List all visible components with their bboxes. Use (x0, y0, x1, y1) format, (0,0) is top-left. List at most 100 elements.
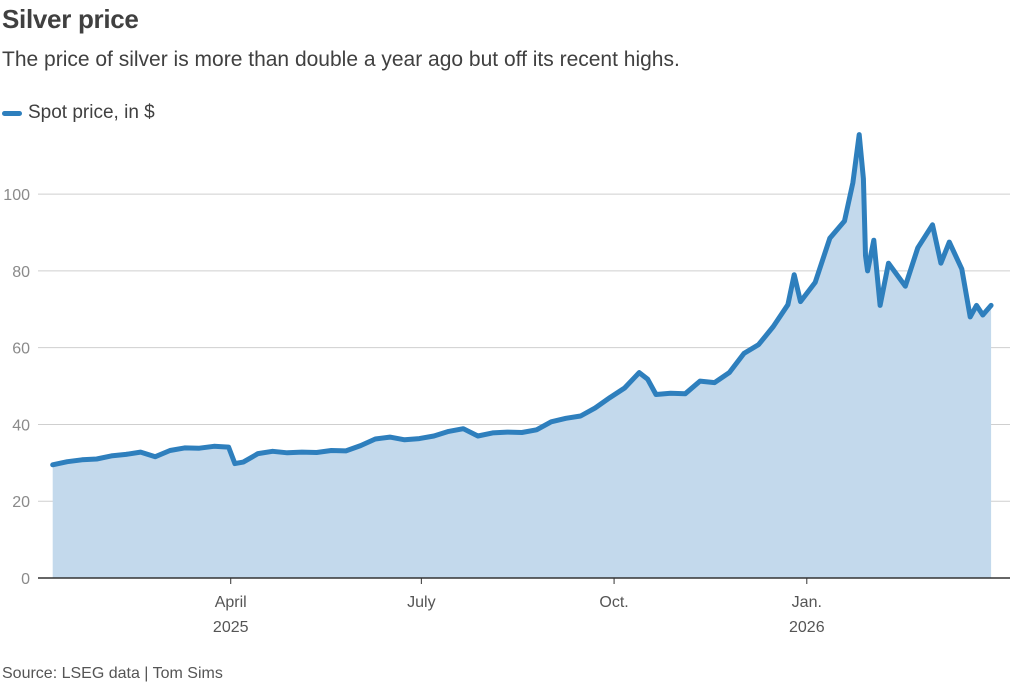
data-point (683, 391, 688, 396)
data-point (968, 314, 973, 319)
data-point (850, 180, 855, 185)
data-point (915, 245, 920, 250)
x-tick-label: April (215, 594, 247, 611)
data-point (727, 370, 732, 375)
data-point (742, 351, 746, 356)
silver-price-chart: 0 20 40 60 80 100 April 2025 July Oct. Jan. 2026 (3, 132, 1010, 636)
data-point (827, 236, 832, 241)
chart-title: Silver price (2, 4, 139, 34)
y-axis-ticks: 0 20 40 60 80 100 (3, 187, 30, 588)
data-point (980, 313, 985, 317)
data-point (947, 240, 952, 245)
data-point (886, 261, 891, 266)
source-note: Source: LSEG data | Tom Sims (2, 665, 223, 682)
data-point (974, 303, 979, 308)
x-tick-year-label: 2025 (213, 619, 249, 636)
data-point (124, 452, 128, 457)
y-tick-label: 60 (12, 341, 30, 358)
data-point (212, 444, 216, 449)
data-point (232, 461, 237, 466)
data-point (698, 379, 702, 384)
data-point (168, 448, 172, 453)
data-point (505, 430, 510, 435)
data-point (798, 299, 803, 304)
data-point (549, 419, 554, 424)
data-point (197, 446, 202, 451)
legend: Spot price, in $ (2, 102, 155, 124)
data-point (593, 405, 598, 410)
x-tick-label: Jan. (792, 594, 822, 611)
data-point (534, 427, 539, 432)
data-point (622, 386, 627, 390)
data-point (50, 462, 55, 467)
data-point (654, 392, 658, 397)
data-point (402, 437, 407, 442)
y-tick-label: 80 (12, 264, 30, 281)
data-point (863, 253, 868, 258)
data-point (241, 460, 246, 465)
data-point (109, 453, 114, 458)
data-point (461, 426, 466, 431)
y-tick-label: 20 (12, 494, 30, 511)
data-point (446, 429, 451, 434)
data-point (314, 450, 319, 455)
x-tick-label: July (407, 594, 435, 611)
data-point (285, 450, 290, 455)
x-tick-year-label: 2026 (789, 619, 825, 636)
data-point (756, 342, 761, 347)
data-point (475, 434, 480, 438)
data-point (903, 284, 908, 289)
data-point (80, 457, 84, 462)
data-point (431, 434, 436, 438)
data-point (563, 416, 568, 421)
data-point (94, 457, 99, 461)
data-points (50, 132, 994, 467)
data-point (712, 380, 717, 385)
data-point (373, 437, 378, 441)
data-point (865, 268, 870, 273)
data-point (153, 454, 158, 459)
data-point (490, 430, 495, 435)
data-point (637, 370, 642, 375)
data-point (65, 459, 70, 464)
x-axis-ticks: April 2025 July Oct. Jan. 2026 (213, 578, 825, 636)
data-point (343, 448, 348, 453)
data-point (989, 303, 994, 308)
data-point (857, 132, 862, 137)
data-point (861, 176, 866, 181)
data-point (959, 267, 964, 271)
data-point (226, 445, 231, 450)
data-point (578, 414, 583, 418)
data-point (607, 395, 612, 400)
data-point (417, 436, 422, 441)
data-point (182, 445, 187, 450)
price-area (52, 134, 992, 578)
y-tick-label: 0 (21, 571, 30, 588)
data-point (668, 391, 673, 396)
x-tick-label: Oct. (599, 594, 628, 611)
data-point (813, 280, 818, 285)
legend-swatch (2, 110, 22, 116)
legend-label: Spot price, in $ (28, 102, 155, 123)
y-tick-label: 100 (3, 187, 30, 204)
data-point (358, 443, 363, 448)
data-point (938, 261, 943, 266)
y-tick-label: 40 (12, 417, 30, 434)
data-point (387, 435, 392, 440)
data-point (878, 303, 883, 308)
data-point (519, 430, 524, 435)
data-point (930, 222, 935, 227)
data-point (792, 272, 797, 277)
data-point (138, 450, 143, 455)
data-point (256, 451, 260, 456)
data-point (645, 377, 650, 382)
chart-subtitle: The price of silver is more than double … (2, 48, 680, 71)
data-point (329, 448, 334, 453)
data-point (785, 302, 790, 307)
data-point (894, 272, 899, 277)
data-point (842, 219, 847, 223)
data-point (270, 449, 275, 454)
data-point (299, 450, 304, 455)
data-point (771, 324, 776, 329)
data-point (871, 238, 876, 243)
